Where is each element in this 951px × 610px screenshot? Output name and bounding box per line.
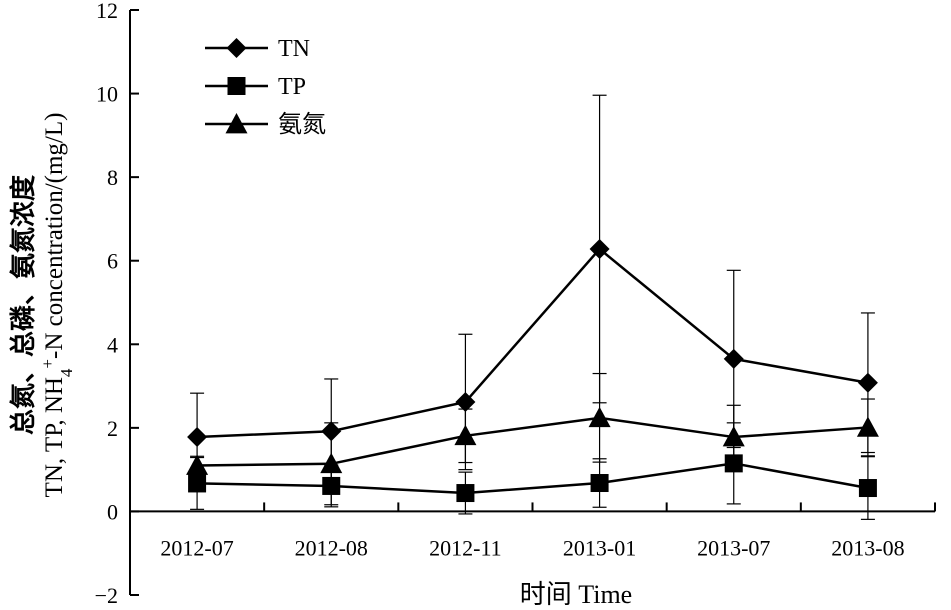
square-point	[858, 479, 877, 498]
diamond-series-line	[197, 247, 869, 439]
legend-label: TN	[278, 36, 310, 62]
legend-label: 氨氮	[278, 111, 326, 138]
square-point	[188, 474, 207, 493]
y-tick-label: 6	[107, 249, 118, 274]
legend-label: TP	[278, 74, 306, 100]
triangle-series-line	[197, 416, 869, 467]
diamond-point	[723, 348, 744, 369]
triangle-point	[454, 424, 477, 446]
diamond-point	[187, 427, 208, 448]
square-point	[724, 454, 743, 473]
x-tick-label: 2012-07	[160, 535, 233, 560]
diamond-point	[321, 421, 342, 442]
triangle-point	[588, 406, 611, 428]
triangle-point	[186, 454, 209, 475]
square-point	[456, 484, 475, 503]
triangle-point	[320, 452, 343, 474]
x-tick-label: 2013-01	[563, 535, 636, 560]
square-series-line	[197, 462, 869, 495]
x-tick-label: 2012-11	[429, 535, 502, 560]
y-tick-label: 0	[107, 499, 118, 524]
x-axis-label: 时间 Time	[520, 580, 632, 609]
y-tick-label: 2	[107, 416, 118, 441]
y-axis-label-line1: 总氮、总磷、氨氮浓度	[8, 175, 38, 435]
y-tick-label: −2	[95, 583, 118, 608]
y-tick-label: 4	[107, 332, 118, 357]
diamond-point	[589, 239, 610, 260]
x-tick-label: 2013-07	[697, 535, 770, 560]
y-axis-label: 总氮、总磷、氨氮浓度 TN, TP, NH4+-N concentration/…	[8, 113, 76, 498]
legend-marker	[225, 113, 248, 134]
diamond-point	[455, 391, 476, 412]
y-tick-label: 12	[96, 0, 118, 23]
triangle-point	[722, 426, 745, 447]
error-bars	[190, 94, 875, 520]
y-tick-label: 8	[107, 165, 118, 190]
series-markers	[186, 239, 879, 503]
y-axis-label-line2: TN, TP, NH4+-N concentration/(mg/L)	[38, 113, 76, 498]
y-tick-label: 10	[96, 82, 118, 107]
axes: −2 0 2 4 6 8 10 12 2012-07 2012-08 2012-11 2013-01 2…	[95, 0, 936, 608]
diamond-point	[857, 372, 878, 393]
square-point	[322, 476, 341, 495]
legend-marker	[226, 38, 247, 58]
triangle-point	[856, 416, 879, 437]
legend: TN TP 氨氮	[205, 36, 326, 138]
x-tick-label: 2012-08	[295, 535, 368, 560]
series-lines	[197, 247, 869, 495]
x-tick-label: 2013-08	[831, 535, 904, 560]
square-point	[590, 474, 609, 493]
legend-marker	[227, 77, 246, 95]
